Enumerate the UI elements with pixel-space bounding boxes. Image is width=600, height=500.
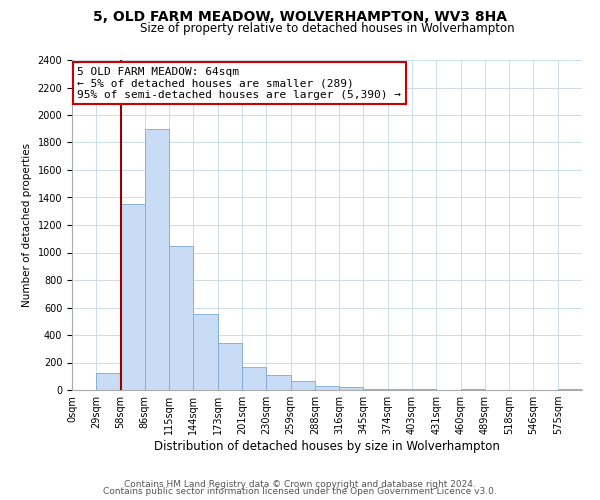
Bar [145,128,169,390]
Y-axis label: Number of detached properties: Number of detached properties [22,143,32,307]
Bar [315,386,339,390]
Bar [193,314,218,390]
Bar [121,204,145,390]
Text: Contains HM Land Registry data © Crown copyright and database right 2024.: Contains HM Land Registry data © Crown c… [124,480,476,489]
Bar [290,381,315,390]
X-axis label: Distribution of detached houses by size in Wolverhampton: Distribution of detached houses by size … [154,440,500,453]
Text: 5 OLD FARM MEADOW: 64sqm
← 5% of detached houses are smaller (289)
95% of semi-d: 5 OLD FARM MEADOW: 64sqm ← 5% of detache… [77,66,401,100]
Bar [96,373,121,390]
Bar [339,387,364,390]
Bar [364,388,388,390]
Title: Size of property relative to detached houses in Wolverhampton: Size of property relative to detached ho… [140,22,514,35]
Bar [242,368,266,390]
Bar [218,343,242,390]
Bar [169,246,193,390]
Text: Contains public sector information licensed under the Open Government Licence v3: Contains public sector information licen… [103,487,497,496]
Bar [266,375,290,390]
Text: 5, OLD FARM MEADOW, WOLVERHAMPTON, WV3 8HA: 5, OLD FARM MEADOW, WOLVERHAMPTON, WV3 8… [93,10,507,24]
